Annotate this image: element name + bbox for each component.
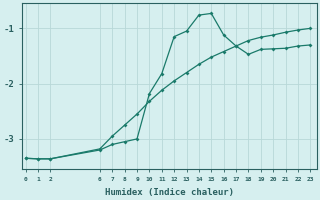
X-axis label: Humidex (Indice chaleur): Humidex (Indice chaleur) bbox=[105, 188, 234, 197]
